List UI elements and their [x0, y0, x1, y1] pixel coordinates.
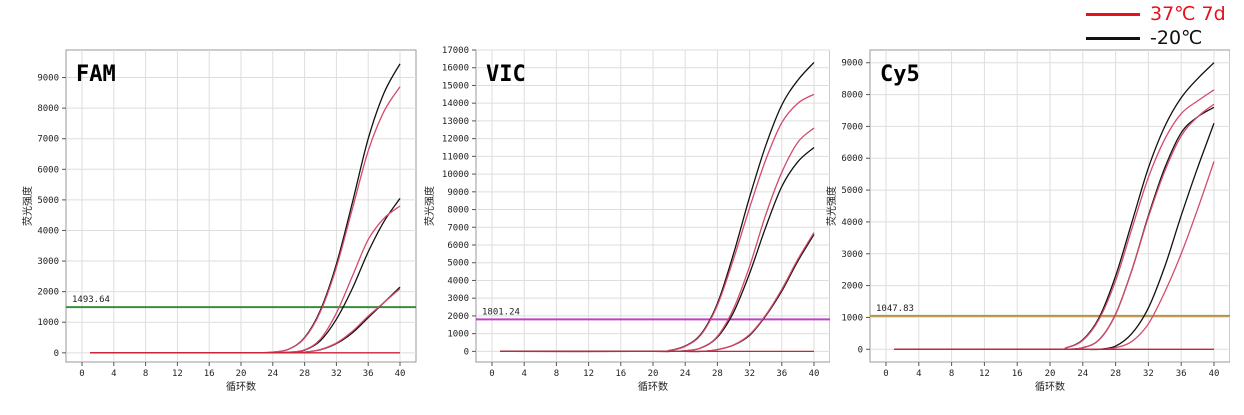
- y-tick-label: 6000: [841, 154, 863, 164]
- legend-label: -20℃: [1150, 27, 1203, 49]
- y-tick-label: 8000: [37, 104, 59, 114]
- y-tick-label: 4000: [37, 226, 59, 236]
- y-tick-label: 8000: [447, 206, 469, 216]
- y-tick-label: 7000: [37, 135, 59, 145]
- chart-fam: 0 4 8 12 16 20 24 28 32 36 40 0 1000 2000 3000 4000 5000…: [21, 49, 417, 393]
- chart-cy5: 0 4 8 12 16 20 24 28 32 36 40 0 1000 2000 3000 4000 5000…: [825, 49, 1231, 393]
- legend-item: -20℃: [1086, 26, 1202, 50]
- x-tick-label: 36: [363, 369, 374, 379]
- x-tick-label: 20: [1045, 369, 1056, 379]
- x-tick-label: 4: [521, 369, 526, 379]
- y-tick-label: 6000: [447, 241, 469, 251]
- x-tick-label: 36: [776, 369, 787, 379]
- y-tick-label: 14000: [442, 99, 469, 109]
- x-tick-label: 32: [1143, 369, 1154, 379]
- y-tick-label: 13000: [442, 117, 469, 127]
- y-tick-label: 9000: [841, 59, 863, 69]
- y-tick-label: 5000: [447, 259, 469, 269]
- y-tick-label: 0: [464, 347, 469, 357]
- y-tick-label: 2000: [447, 312, 469, 322]
- chart-panel-cy5: 0 4 8 12 16 20 24 28 32 36 40 0 1000 2000 3000 4000 5000…: [822, 0, 1231, 411]
- x-tick-label: 20: [236, 369, 247, 379]
- y-tick-label: 8000: [841, 91, 863, 101]
- x-tick-label: 24: [267, 369, 278, 379]
- x-tick-label: 0: [489, 369, 494, 379]
- y-axis-label: 荧光强度: [423, 186, 436, 226]
- x-tick-label: 0: [883, 369, 888, 379]
- threshold-label: 1801.24: [482, 307, 520, 317]
- legend-label: 37℃ 7d: [1150, 3, 1226, 25]
- y-tick-label: 15000: [442, 81, 469, 91]
- x-tick-label: 24: [1077, 369, 1088, 379]
- x-axis-label: 循环数: [1035, 380, 1065, 393]
- y-tick-label: 1000: [447, 330, 469, 340]
- y-tick-label: 7000: [447, 223, 469, 233]
- x-tick-label: 40: [395, 369, 406, 379]
- x-tick-label: 0: [79, 369, 84, 379]
- chart-title: VIC: [486, 62, 526, 87]
- x-tick-label: 40: [1209, 369, 1220, 379]
- y-tick-label: 1000: [841, 313, 863, 323]
- y-tick-label: 2000: [841, 282, 863, 292]
- legend-swatch: [1086, 12, 1140, 16]
- chart-vic: 0 4 8 12 16 20 24 28 32 36 40 0 1000 2000 3000 4000 5000…: [423, 46, 831, 393]
- x-tick-label: 16: [615, 369, 626, 379]
- y-tick-label: 9000: [37, 74, 59, 84]
- y-tick-label: 0: [858, 345, 863, 355]
- y-tick-label: 1000: [37, 318, 59, 328]
- x-tick-label: 36: [1176, 369, 1187, 379]
- x-tick-label: 32: [744, 369, 755, 379]
- x-tick-label: 8: [554, 369, 559, 379]
- legend-swatch: [1086, 36, 1140, 40]
- x-tick-label: 28: [1110, 369, 1121, 379]
- x-tick-label: 32: [331, 369, 342, 379]
- chart-panel-fam: 0 4 8 12 16 20 24 28 32 36 40 0 1000 2000 3000 4000 5000…: [18, 0, 418, 411]
- y-tick-label: 4000: [447, 276, 469, 286]
- y-tick-label: 0: [54, 349, 59, 359]
- x-tick-label: 16: [1012, 369, 1023, 379]
- y-tick-label: 5000: [37, 196, 59, 206]
- x-tick-label: 8: [949, 369, 954, 379]
- x-tick-label: 8: [143, 369, 148, 379]
- y-tick-label: 7000: [841, 122, 863, 132]
- y-tick-label: 4000: [841, 218, 863, 228]
- legend: 37℃ 7d -20℃: [1086, 0, 1244, 50]
- y-tick-label: 17000: [442, 46, 469, 56]
- x-tick-label: 12: [979, 369, 990, 379]
- chart-title: Cy5: [880, 62, 920, 87]
- y-tick-label: 6000: [37, 165, 59, 175]
- x-tick-label: 28: [299, 369, 310, 379]
- y-tick-label: 3000: [447, 294, 469, 304]
- x-tick-label: 20: [648, 369, 659, 379]
- y-tick-label: 2000: [37, 288, 59, 298]
- threshold-label: 1047.83: [876, 304, 914, 314]
- x-tick-label: 4: [111, 369, 116, 379]
- chart-panel-vic: 0 4 8 12 16 20 24 28 32 36 40 0 1000 2000 3000 4000 5000…: [420, 0, 831, 411]
- x-tick-label: 24: [680, 369, 691, 379]
- x-tick-label: 40: [809, 369, 820, 379]
- y-tick-label: 10000: [442, 170, 469, 180]
- y-axis-label: 荧光强度: [21, 186, 34, 226]
- y-tick-label: 12000: [442, 135, 469, 145]
- y-axis-label: 荧光强度: [825, 186, 838, 226]
- x-tick-label: 4: [916, 369, 921, 379]
- threshold-label: 1493.64: [72, 295, 110, 305]
- x-axis-label: 循环数: [638, 380, 668, 393]
- y-tick-label: 3000: [37, 257, 59, 267]
- y-tick-label: 3000: [841, 250, 863, 260]
- chart-title: FAM: [76, 62, 116, 87]
- legend-item: 37℃ 7d: [1086, 2, 1226, 26]
- x-tick-label: 12: [172, 369, 183, 379]
- y-tick-label: 16000: [442, 64, 469, 74]
- x-tick-label: 16: [204, 369, 215, 379]
- y-tick-label: 5000: [841, 186, 863, 196]
- x-tick-label: 12: [583, 369, 594, 379]
- x-tick-label: 28: [712, 369, 723, 379]
- x-axis-label: 循环数: [226, 380, 256, 393]
- y-tick-label: 11000: [442, 152, 469, 162]
- y-tick-label: 9000: [447, 188, 469, 198]
